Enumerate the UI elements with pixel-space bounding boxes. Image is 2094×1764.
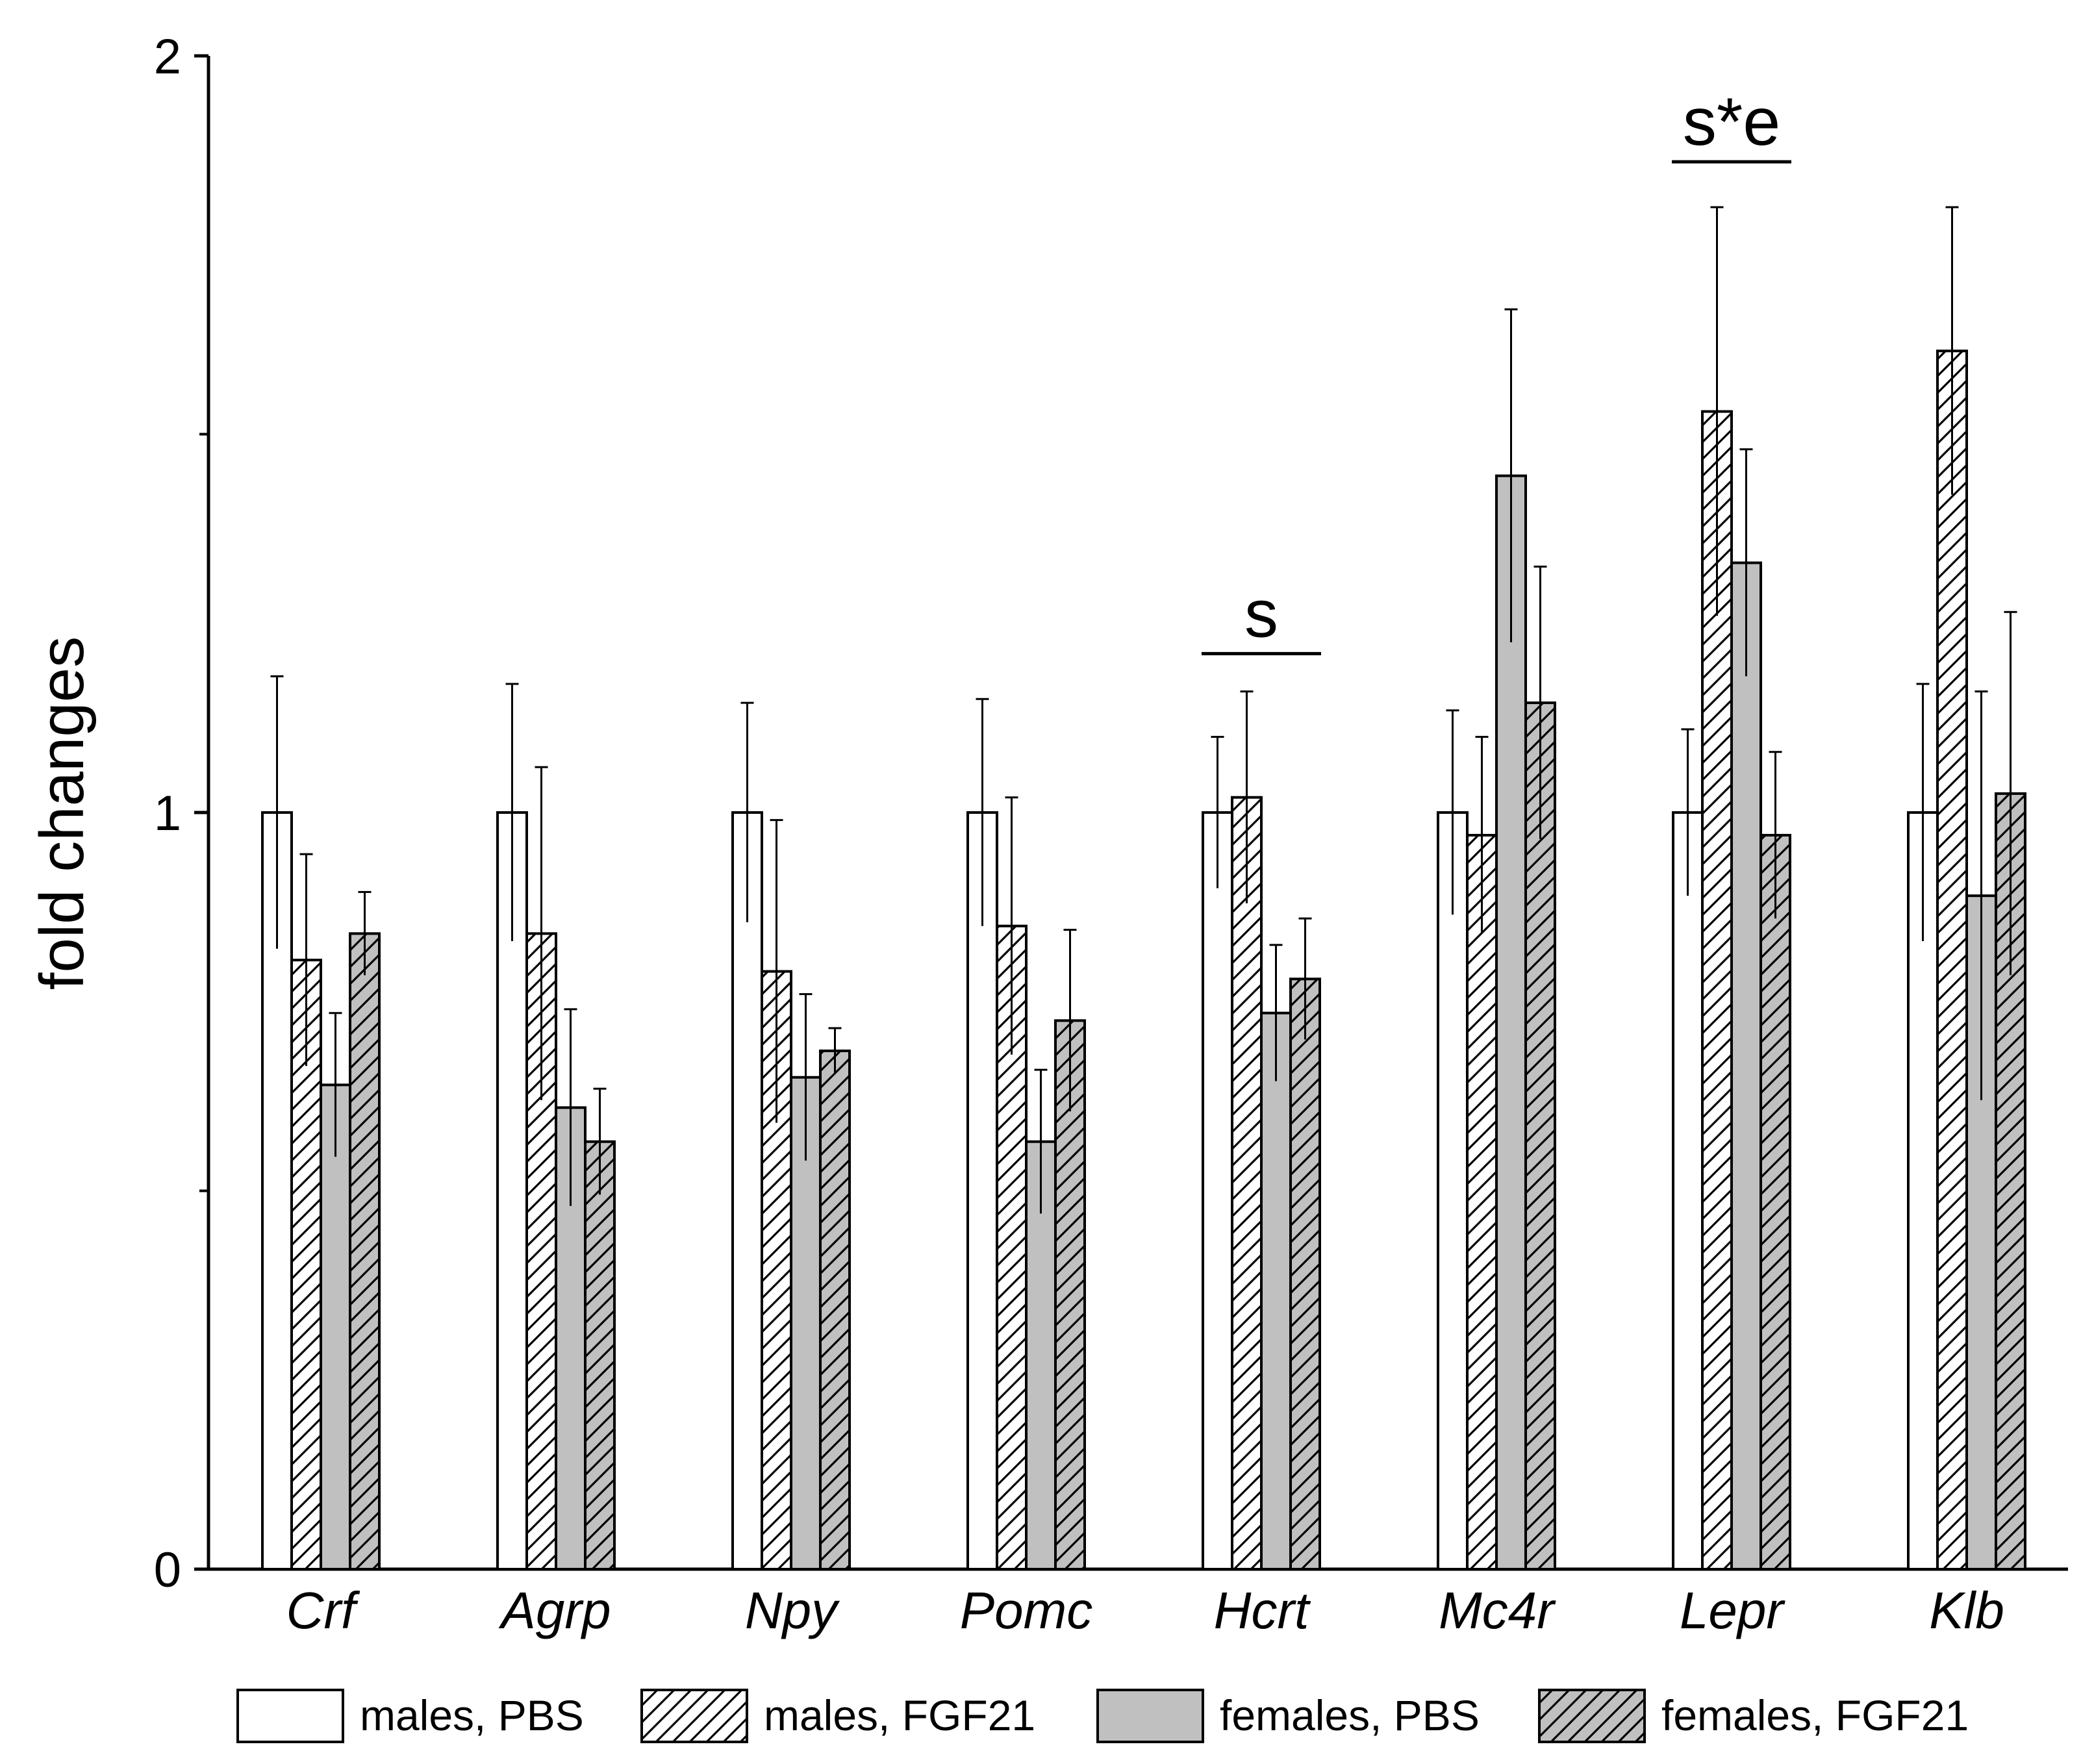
- bar-mc4r-females-fgf21: [1524, 701, 1556, 1570]
- bar-lepr-males-pbs: [1672, 811, 1704, 1570]
- legend-swatch-females-fgf21: [1538, 1689, 1646, 1743]
- legend: males, PBS males, FGF21 females, PBS fem…: [236, 1689, 1969, 1743]
- bar-hcrt-females-fgf21: [1289, 977, 1321, 1571]
- bar-crf-females-fgf21: [349, 932, 381, 1570]
- legend-label-females-pbs: females, PBS: [1220, 1691, 1480, 1739]
- legend-label-males-pbs: males, PBS: [360, 1691, 584, 1739]
- bar-lepr-females-pbs: [1730, 561, 1762, 1570]
- bars: [261, 349, 2026, 1571]
- bar-mc4r-males-fgf21: [1466, 833, 1498, 1570]
- error-bars: [270, 206, 2017, 1214]
- annotation-lepr: s*e: [1672, 84, 1791, 164]
- bar-crf-females-pbs: [320, 1083, 351, 1570]
- bar-lepr-females-fgf21: [1760, 833, 1791, 1570]
- category-labels: Crf Agrp Npy Pomc Hcrt Mc4r Lepr Klb: [286, 1581, 2004, 1639]
- legend-item-females-pbs: females, PBS: [1096, 1689, 1480, 1743]
- legend-swatch-males-pbs: [236, 1689, 344, 1743]
- legend-swatch-females-pbs: [1096, 1689, 1204, 1743]
- category-label-agrp: Agrp: [499, 1581, 611, 1639]
- legend-swatch-males-fgf21: [640, 1689, 748, 1743]
- bar-hcrt-males-fgf21: [1231, 796, 1263, 1570]
- bar-mc4r-males-pbs: [1437, 811, 1469, 1570]
- annotation-hcrt: s: [1202, 576, 1321, 655]
- category-label-hcrt: Hcrt: [1214, 1581, 1311, 1639]
- y-tick-label-0: 0: [154, 1543, 181, 1598]
- legend-item-males-fgf21: males, FGF21: [640, 1689, 1035, 1743]
- category-label-lepr: Lepr: [1680, 1581, 1785, 1639]
- bar-hcrt-males-pbs: [1202, 811, 1233, 1570]
- annotation-label-lepr: s*e: [1683, 84, 1780, 160]
- y-ticks: 0 1 2: [154, 29, 208, 1598]
- category-label-mc4r: Mc4r: [1439, 1581, 1556, 1639]
- bar-klb-males-fgf21: [1936, 349, 1968, 1570]
- category-label-pomc: Pomc: [960, 1581, 1093, 1639]
- y-axis-title: fold changes: [27, 636, 97, 990]
- bar-npy-females-fgf21: [819, 1049, 851, 1570]
- bar-hcrt-females-pbs: [1260, 1011, 1292, 1570]
- bar-npy-males-pbs: [731, 811, 763, 1570]
- y-tick-label-2: 2: [154, 29, 181, 84]
- category-label-crf: Crf: [286, 1581, 360, 1639]
- legend-label-females-fgf21: females, FGF21: [1661, 1691, 1969, 1739]
- legend-item-females-fgf21: females, FGF21: [1538, 1689, 1969, 1743]
- bar-pomc-females-fgf21: [1054, 1019, 1086, 1570]
- legend-item-males-pbs: males, PBS: [236, 1689, 584, 1743]
- bar-agrp-females-fgf21: [584, 1140, 616, 1570]
- legend-label-males-fgf21: males, FGF21: [764, 1691, 1035, 1739]
- category-label-klb: Klb: [1929, 1581, 2004, 1639]
- y-tick-label-1: 1: [154, 786, 181, 841]
- category-label-npy: Npy: [745, 1581, 840, 1639]
- annotation-label-hcrt: s: [1244, 576, 1278, 651]
